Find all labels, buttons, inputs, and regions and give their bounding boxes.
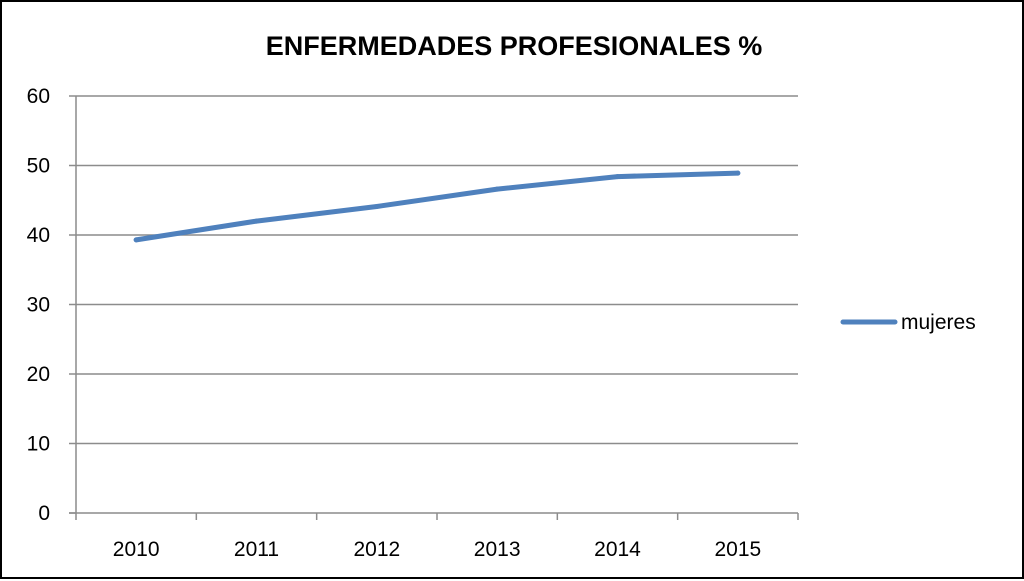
data-point-2012	[374, 204, 380, 210]
y-tick-label: 60	[27, 85, 50, 108]
x-tick-label: 2010	[113, 538, 160, 561]
x-tick-label: 2014	[594, 538, 641, 561]
data-point-2010	[133, 237, 139, 243]
chart-title: ENFERMEDADES PROFESIONALES %	[266, 31, 763, 61]
legend: mujeres	[840, 311, 976, 334]
y-tick-label: 0	[38, 502, 50, 525]
legend-label: mujeres	[901, 311, 976, 334]
series-layer	[133, 170, 741, 243]
x-tick-label: 2015	[714, 538, 761, 561]
series-line-mujeres	[133, 170, 741, 243]
y-tick-label: 20	[27, 363, 50, 386]
axes: 0 10 20 30 40 50 60 2010 2011 2012 2013 2014 2015	[27, 85, 799, 561]
gridlines	[76, 95, 798, 445]
x-tick-label: 2013	[474, 538, 521, 561]
data-point-2014	[615, 174, 620, 180]
x-tick-label: 2012	[353, 538, 400, 561]
x-tick-label: 2011	[234, 538, 279, 561]
data-point-2015	[735, 170, 741, 176]
data-point-2013	[494, 186, 500, 192]
y-tick-label: 50	[27, 155, 50, 178]
y-tick-label: 30	[27, 294, 50, 317]
y-tick-label: 40	[27, 224, 50, 247]
y-tick-label: 10	[27, 433, 50, 456]
data-point-2011	[254, 218, 259, 224]
